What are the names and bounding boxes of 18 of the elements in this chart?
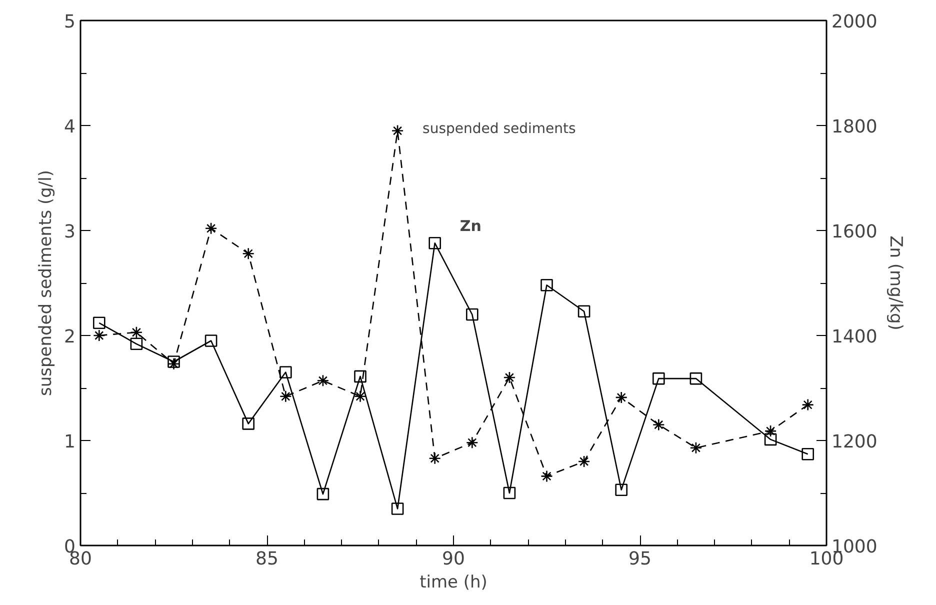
- y2-tick-label: 2000: [832, 12, 878, 32]
- y-tick-label: 1: [64, 432, 76, 452]
- x-tick-label: 90: [442, 548, 465, 570]
- series-label: suspended sediments: [422, 120, 576, 137]
- y-tick-label: 2: [64, 326, 76, 348]
- y-tick-label: 3: [64, 222, 76, 242]
- series-label: Zn: [460, 217, 482, 236]
- x-tick-label: 85: [256, 548, 278, 570]
- y-tick-label: 4: [64, 116, 76, 138]
- y2-tick-label: 1600: [832, 222, 878, 242]
- y2-tick-label: 1400: [832, 326, 878, 348]
- y2-tick-label: 1200: [832, 432, 878, 452]
- y2-axis-title: Zn (mg/kg): [885, 236, 906, 330]
- y-tick-label: 5: [64, 12, 76, 32]
- x-axis-title: time (h): [420, 572, 488, 592]
- x-tick-label: 95: [628, 548, 652, 570]
- y-axis-title: suspended sediments (g/l): [36, 170, 56, 396]
- y2-tick-label: 1800: [832, 116, 878, 138]
